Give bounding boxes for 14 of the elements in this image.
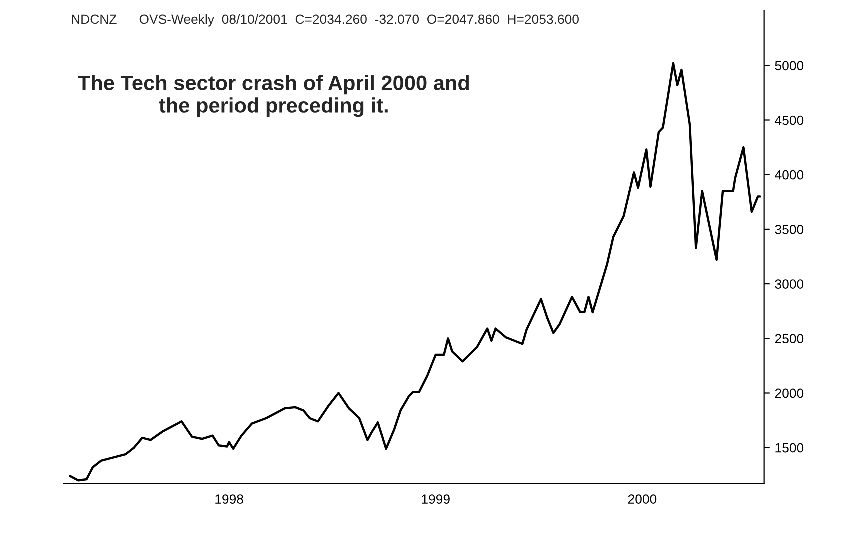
x-tick-label: 2000 [628,494,657,504]
y-tick-label: 5000 [775,61,804,71]
x-tick-label: 1998 [216,494,244,504]
y-tick-label: 4500 [775,116,804,126]
y-tick-label: 2000 [775,388,804,398]
line-series [69,62,762,482]
chart-title: NDCNZ OVS-Weekly 08/10/2001 C=2034.260 -32.070 O=2047.860 H=2053.600 [72,14,579,27]
y-tick-label: 3500 [775,225,804,234]
y-tick-label: 1500 [776,443,804,453]
y-tick-label: 3000 [775,280,804,289]
annotation: The Tech sector crash of April 2000 and the period preceding it. [78,75,470,118]
y-tick-label: 4000 [775,170,804,180]
x-tick-label: 1999 [422,494,450,504]
y-tick-label: 2500 [775,334,804,344]
